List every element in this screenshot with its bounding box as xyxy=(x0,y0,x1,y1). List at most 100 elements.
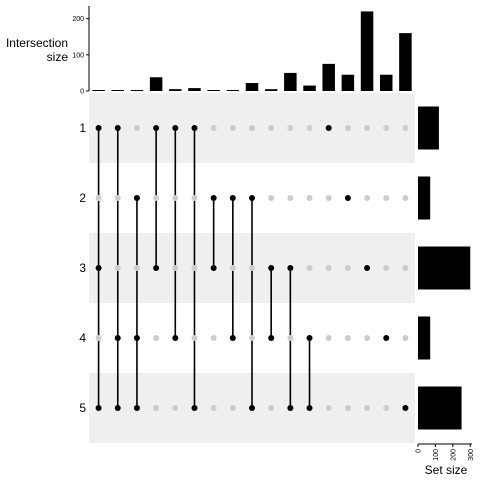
matrix-dot-inactive xyxy=(402,125,409,131)
intersection-bar xyxy=(322,63,335,91)
matrix-dot-inactive xyxy=(210,405,217,411)
matrix-dot-inactive xyxy=(268,405,275,411)
intersection-bar xyxy=(341,74,355,91)
matrix-dot-active xyxy=(133,335,140,341)
set-label-2: 2 xyxy=(79,191,86,205)
matrix-dot-active xyxy=(229,335,236,341)
intersection-axis-tick-label: 100 xyxy=(72,52,84,59)
matrix-dot-active xyxy=(249,195,255,201)
set-size-bar-2 xyxy=(418,176,431,220)
intersection-axis-tick-label: 0 xyxy=(80,89,84,96)
matrix-dot-active xyxy=(268,335,275,341)
set-size-bar-4 xyxy=(418,316,431,360)
matrix-dot-inactive xyxy=(306,125,313,131)
matrix-dot-inactive xyxy=(344,405,351,411)
set-size-axis-tick-label: 200 xyxy=(450,449,457,461)
matrix-dot-inactive xyxy=(325,265,332,271)
matrix-dot-inactive xyxy=(210,125,217,131)
intersection-size-label-line-1: Intersection xyxy=(6,36,68,50)
matrix-dot-active xyxy=(364,265,371,271)
matrix-dot-inactive xyxy=(383,265,390,271)
matrix-dot-active xyxy=(172,335,179,341)
set-size-bars xyxy=(418,106,471,430)
matrix-dot-inactive xyxy=(114,265,121,271)
matrix-dot-active xyxy=(383,335,390,341)
matrix-dot-active xyxy=(325,125,332,131)
matrix-dot-active xyxy=(402,405,409,411)
intersection-bar xyxy=(284,72,297,91)
matrix-dot-inactive xyxy=(172,405,179,411)
matrix-dot-inactive xyxy=(402,265,409,271)
matrix-dot-inactive xyxy=(325,405,332,411)
intersection-bar xyxy=(399,33,412,91)
set-size-bar-5 xyxy=(418,386,462,430)
matrix-dot-inactive xyxy=(364,125,371,131)
matrix-dot-inactive xyxy=(383,405,390,411)
matrix-dot-inactive xyxy=(133,125,140,131)
intersection-bar xyxy=(245,83,259,91)
set-size-axis-tick-label: 0 xyxy=(416,449,423,453)
set-label-3: 3 xyxy=(79,261,86,275)
matrix-dot-inactive xyxy=(268,195,275,201)
set-size-bar-1 xyxy=(418,106,439,150)
intersection-bar xyxy=(379,74,393,91)
intersection-bar xyxy=(111,90,125,91)
matrix-dot-active xyxy=(133,195,140,201)
matrix-dot-inactive xyxy=(249,265,255,271)
matrix-dot-active xyxy=(114,125,121,131)
intersection-bar xyxy=(207,90,220,91)
matrix-dot-inactive xyxy=(344,335,351,341)
matrix-dot-active xyxy=(229,195,236,201)
matrix-dot-inactive xyxy=(383,195,390,201)
matrix-dot-inactive xyxy=(364,405,371,411)
set-size-axis-tick-label: 100 xyxy=(433,449,440,461)
intersection-bar xyxy=(188,88,201,91)
matrix-dot-inactive xyxy=(191,195,198,201)
matrix-dot-inactive xyxy=(229,125,236,131)
matrix-dot-inactive xyxy=(306,265,313,271)
intersection-bar xyxy=(264,89,278,91)
matrix-dot-inactive xyxy=(191,335,198,341)
intersection-bar xyxy=(149,77,163,91)
matrix-dot-inactive xyxy=(153,405,160,411)
intersection-size-axis: 0 100 200 xyxy=(72,6,90,96)
matrix-dot-active xyxy=(95,405,102,411)
matrix-dot-active xyxy=(114,405,121,411)
intersection-bar xyxy=(303,85,316,91)
matrix-dot-inactive xyxy=(344,125,351,131)
intersection-bar xyxy=(130,90,144,91)
matrix-dot-inactive xyxy=(133,265,140,271)
matrix-dot-inactive xyxy=(249,335,255,341)
matrix-dot-active xyxy=(306,335,313,341)
matrix-dot-active xyxy=(268,265,275,271)
matrix-dot-active xyxy=(153,125,160,131)
intersection-bar xyxy=(92,90,105,91)
matrix-dot-inactive xyxy=(95,195,102,201)
matrix-dot-inactive xyxy=(229,405,236,411)
matrix-dot-active xyxy=(249,405,255,411)
matrix-dot-inactive xyxy=(229,265,236,271)
set-label-1: 1 xyxy=(79,121,86,135)
matrix-dot-active xyxy=(287,265,294,271)
set-size-axis: 0 100 200 300 xyxy=(416,443,475,461)
matrix-dot-inactive xyxy=(287,125,294,131)
set-size-bar-3 xyxy=(418,246,471,290)
intersection-bar xyxy=(226,90,240,91)
matrix-dot-inactive xyxy=(95,335,102,341)
set-labels: 1 2 3 4 5 xyxy=(79,121,86,415)
matrix-dot-inactive xyxy=(287,335,294,341)
matrix-dot-active xyxy=(133,405,140,411)
matrix-dot-active xyxy=(114,335,121,341)
intersection-matrix xyxy=(95,125,409,411)
matrix-dot-inactive xyxy=(325,335,332,341)
intersection-bars xyxy=(92,11,412,92)
matrix-dot-active xyxy=(95,265,102,271)
intersection-size-label-line-2: size xyxy=(47,50,69,64)
matrix-dot-inactive xyxy=(210,335,217,341)
matrix-dot-inactive xyxy=(114,195,121,201)
matrix-dot-inactive xyxy=(402,195,409,201)
matrix-dot-inactive xyxy=(287,195,294,201)
matrix-dot-inactive xyxy=(153,335,160,341)
set-label-5: 5 xyxy=(79,401,86,415)
matrix-dot-active xyxy=(287,405,294,411)
